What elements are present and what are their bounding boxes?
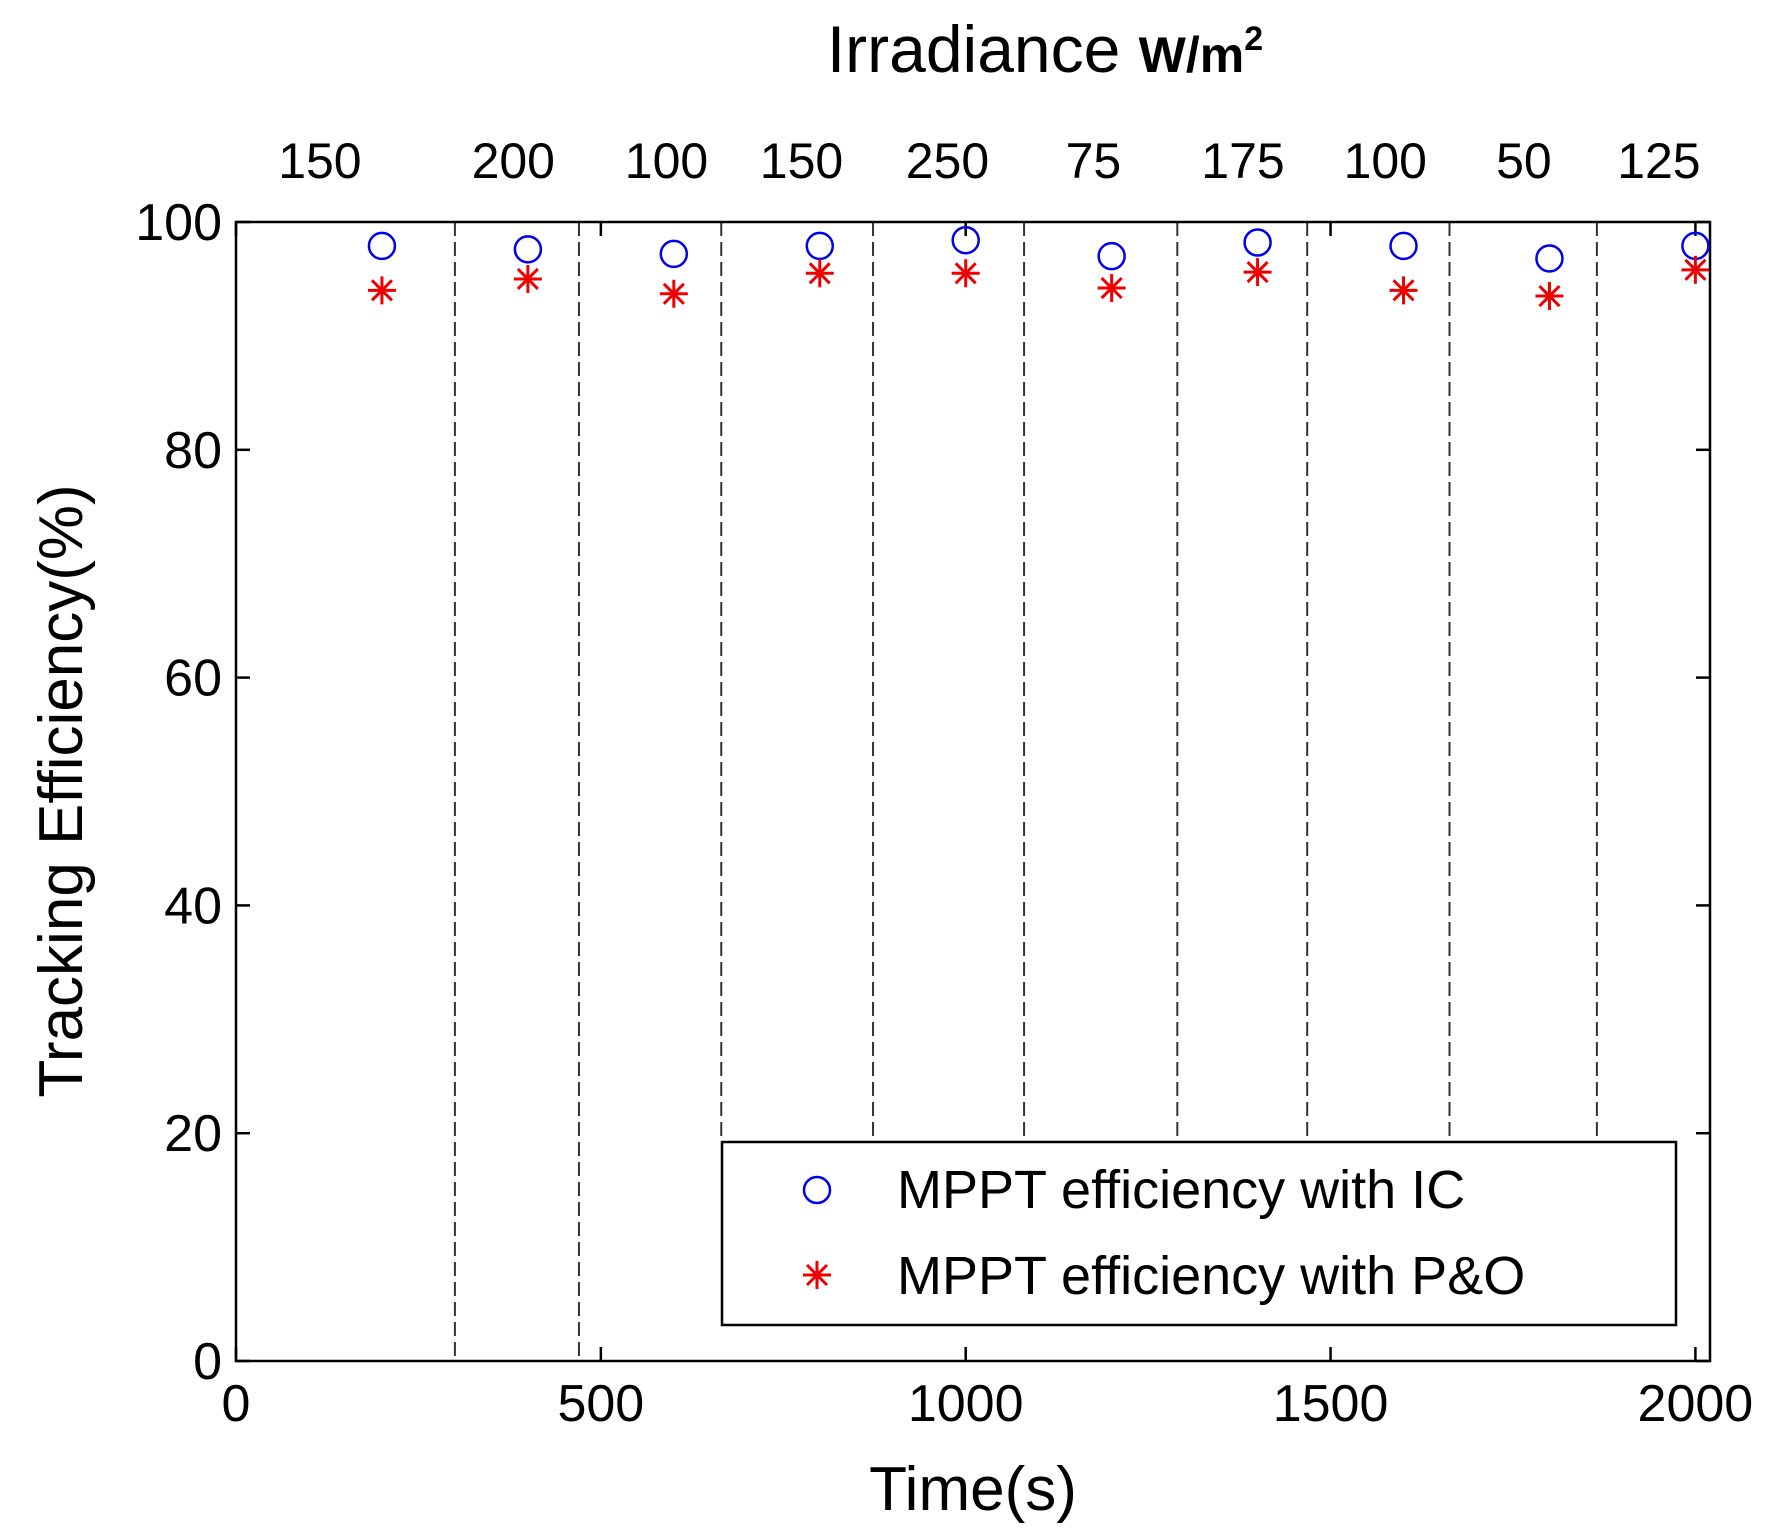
legend-box xyxy=(720,1140,1678,1327)
y-tick-label: 80 xyxy=(164,422,222,480)
po-point xyxy=(1389,276,1418,305)
x-axis-title: Time(s) xyxy=(869,1455,1077,1524)
x-tick-label: 0 xyxy=(222,1375,251,1433)
legend-marker-ic xyxy=(802,1175,832,1205)
po-point xyxy=(951,259,980,288)
series-ic-points xyxy=(367,225,1710,273)
x-tick-label: 1000 xyxy=(908,1375,1024,1433)
irradiance-label: 150 xyxy=(278,133,361,189)
segment-boundaries xyxy=(453,222,1598,1361)
ic-point xyxy=(805,231,835,261)
chart-title-unit-sup: 2 xyxy=(1244,20,1263,58)
y-axis-ticks: 0 20 40 60 80 100 xyxy=(135,194,1710,1391)
plot-frame xyxy=(234,220,1712,1363)
irradiance-label: 100 xyxy=(1344,133,1427,189)
legend-label-ic: MPPT efficiency with IC xyxy=(897,1160,1465,1220)
po-point xyxy=(1535,282,1564,311)
legend: MPPT efficiency with IC MPPT efficiency … xyxy=(720,1140,1678,1327)
ic-point xyxy=(1681,231,1710,261)
po-point xyxy=(805,259,834,288)
y-tick-label: 20 xyxy=(164,1105,222,1163)
x-tick-label: 2000 xyxy=(1638,1375,1754,1433)
irradiance-label: 100 xyxy=(625,133,708,189)
irradiance-label: 175 xyxy=(1201,133,1284,189)
ic-point xyxy=(951,225,980,255)
po-point xyxy=(513,264,542,293)
legend-label-po: MPPT efficiency with P&O xyxy=(897,1246,1525,1306)
x-tick-label: 1500 xyxy=(1273,1375,1389,1433)
chart-title-main: Irradiance xyxy=(827,12,1139,86)
ic-point xyxy=(1097,241,1126,271)
x-tick-label: 500 xyxy=(557,1375,644,1433)
irradiance-label: 200 xyxy=(472,133,555,189)
y-tick-label: 40 xyxy=(164,877,222,935)
y-tick-label: 100 xyxy=(135,194,222,252)
irradiance-label: 150 xyxy=(760,133,843,189)
po-point xyxy=(1097,274,1126,303)
ic-point xyxy=(1535,244,1564,273)
irradiance-label: 75 xyxy=(1066,133,1122,189)
po-point xyxy=(367,276,396,305)
series-po-points xyxy=(367,255,1710,311)
y-tick-label: 0 xyxy=(193,1333,222,1391)
irradiance-label: 250 xyxy=(906,133,989,189)
po-point xyxy=(659,279,688,308)
po-point xyxy=(1681,255,1710,284)
y-tick-label: 60 xyxy=(164,650,222,708)
legend-marker-po xyxy=(803,1261,831,1289)
chart-title-unit: W/m xyxy=(1139,27,1245,83)
ic-point xyxy=(367,231,397,261)
irradiance-labels: 150 200 100 150 250 75 175 100 50 125 xyxy=(278,133,1700,189)
ic-point xyxy=(513,235,543,264)
y-axis-title: Tracking Efficiency(%) xyxy=(27,484,96,1097)
irradiance-label: 50 xyxy=(1496,133,1552,189)
irradiance-label: 125 xyxy=(1617,133,1700,189)
ic-point xyxy=(659,239,689,269)
x-axis-ticks: 0 500 1000 1500 2000 xyxy=(222,222,1754,1433)
ic-point xyxy=(1389,231,1418,261)
ic-point xyxy=(1243,228,1272,257)
po-point xyxy=(1243,258,1272,287)
chart-title: Irradiance W/m2 xyxy=(827,12,1263,86)
